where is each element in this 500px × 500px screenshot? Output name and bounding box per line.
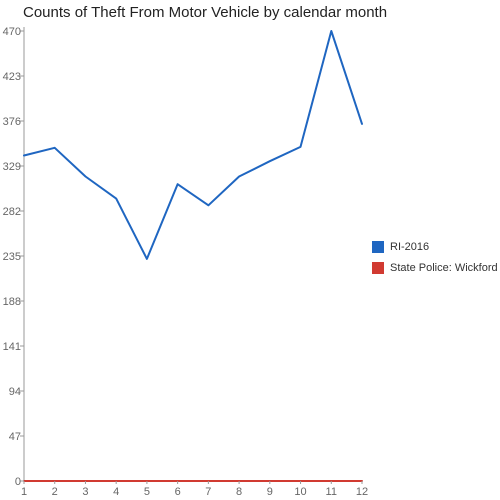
axes [23,27,362,482]
y-tick-label: 376 [3,116,21,128]
x-tick-label: 7 [205,486,211,498]
y-axis-tick-labels: 0 47 94 141 188 235 282 329 376 423 470 [3,26,24,488]
y-tick-label: 188 [3,296,21,308]
y-tick-label: 329 [3,161,21,173]
y-tick-label: 282 [3,206,21,218]
x-tick-label: 12 [356,486,368,498]
legend-item-1[interactable]: State Police: Wickford [372,259,498,277]
y-tick-label: 470 [3,26,21,38]
x-tick-label: 1 [21,486,27,498]
legend-swatch [372,262,384,274]
y-tick-label: 0 [15,476,21,488]
legend-item-0[interactable]: RI-2016 [372,238,498,256]
y-tick-label: 94 [9,386,21,398]
x-tick-label: 10 [294,486,306,498]
x-axis-tick-labels: 1 2 3 4 5 6 7 8 9 10 11 12 [21,481,368,498]
series-line-0 [23,30,363,260]
y-tick-label: 47 [9,431,21,443]
x-tick-label: 9 [267,486,273,498]
x-tick-label: 6 [175,486,181,498]
x-tick-label: 2 [52,486,58,498]
y-tick-label: 141 [3,341,21,353]
series-lines [23,30,363,482]
chart-title: Counts of Theft From Motor Vehicle by ca… [23,4,388,21]
legend-label: State Police: Wickford [390,262,498,274]
y-tick-label: 235 [3,251,21,263]
x-tick-label: 8 [236,486,242,498]
x-tick-label: 11 [326,486,337,498]
y-tick-label: 423 [3,71,21,83]
legend-swatch [372,241,384,253]
legend: RI-2016 State Police: Wickford [372,238,498,280]
x-tick-label: 5 [144,486,150,498]
x-tick-label: 4 [113,486,119,498]
legend-label: RI-2016 [390,241,430,253]
x-tick-label: 3 [82,486,88,498]
